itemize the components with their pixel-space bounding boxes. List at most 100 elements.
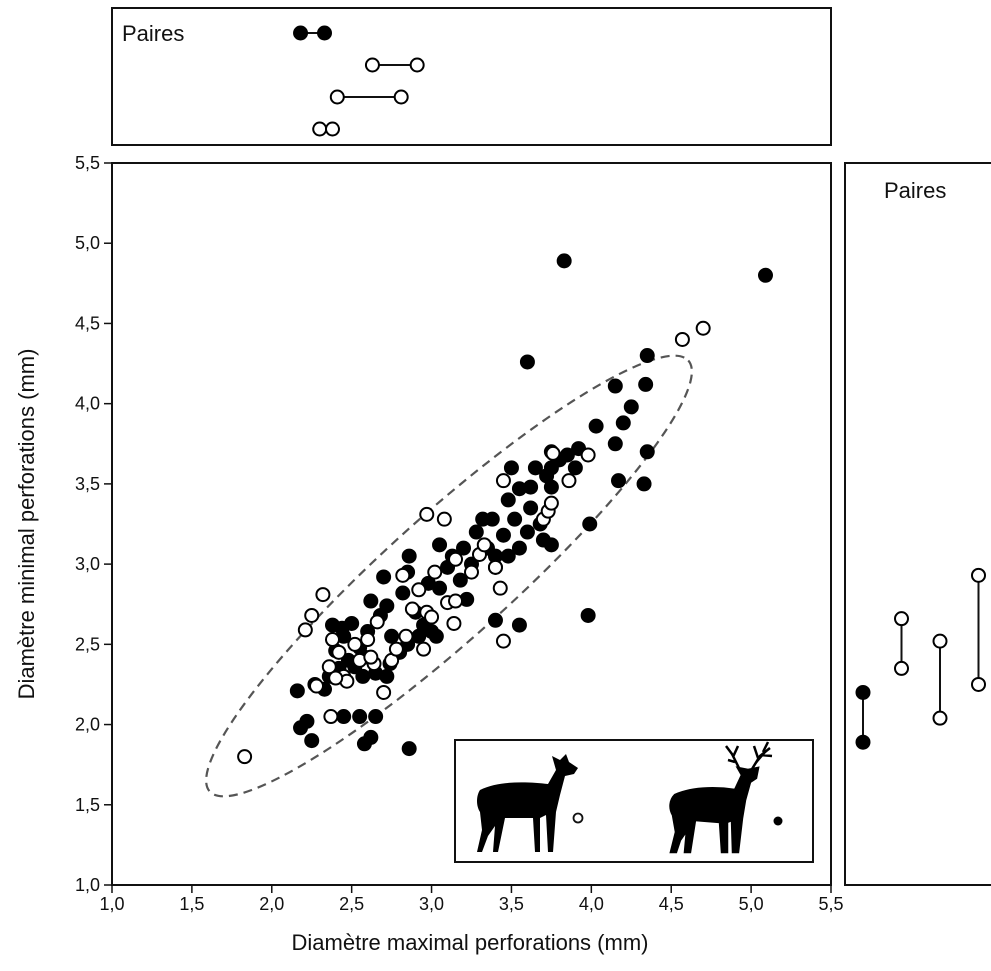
right-panel-title: Paires — [884, 178, 946, 203]
pair-point — [894, 611, 909, 627]
scatter-point — [561, 473, 577, 489]
scatter-point — [436, 511, 452, 527]
scatter-point — [543, 495, 559, 511]
legend — [454, 739, 814, 863]
scatter-point — [487, 612, 503, 628]
scatter-point — [607, 436, 623, 452]
scatter-point — [500, 492, 516, 508]
y-tick-label: 1,5 — [75, 795, 100, 815]
scatter-point — [368, 709, 384, 725]
pair-point — [932, 633, 948, 649]
y-tick-label: 5,5 — [75, 153, 100, 173]
scatter-point — [511, 617, 527, 633]
scatter-point — [424, 609, 440, 625]
y-tick-label: 1,0 — [75, 875, 100, 895]
scatter-point — [419, 506, 435, 522]
pair-point — [855, 684, 871, 700]
pair-point — [393, 89, 409, 105]
pair-point — [409, 57, 425, 73]
x-tick-label: 3,5 — [499, 894, 524, 914]
scatter-point — [376, 684, 392, 700]
scatter-point — [336, 709, 352, 725]
scatter-point — [363, 593, 379, 609]
scatter-point — [363, 649, 379, 665]
pair-point — [894, 660, 909, 676]
legend-filled-marker — [773, 816, 783, 826]
scatter-point — [639, 348, 655, 364]
scatter-point — [543, 479, 559, 495]
scatter-point — [610, 473, 626, 489]
scatter-point — [475, 511, 491, 527]
scatter-point — [559, 447, 575, 463]
scatter-point — [511, 481, 527, 497]
x-tick-label: 5,0 — [739, 894, 764, 914]
x-tick-label: 2,0 — [259, 894, 284, 914]
scatter-point — [580, 607, 596, 623]
scatter-point — [567, 460, 583, 476]
scatter-point — [428, 628, 444, 644]
pair-point — [312, 121, 328, 137]
scatter-point — [636, 476, 652, 492]
scatter-point — [452, 572, 468, 588]
scatter-point — [623, 399, 639, 415]
legend-open-marker — [572, 812, 584, 824]
scatter-point — [495, 473, 511, 489]
scatter-point — [304, 733, 320, 749]
scatter-point — [468, 524, 484, 540]
scatter-point — [411, 628, 427, 644]
scatter-point — [448, 551, 464, 567]
scatter-point — [411, 582, 427, 598]
scatter-point — [446, 615, 462, 631]
scatter-point — [395, 585, 411, 601]
scatter-point — [355, 668, 371, 684]
main-plot-frame — [111, 162, 832, 886]
pair-point — [932, 710, 948, 726]
scatter-point — [638, 376, 654, 392]
pair-point — [317, 25, 333, 41]
scatter-point — [352, 709, 368, 725]
scatter-point — [674, 331, 690, 347]
scatter-point — [695, 320, 711, 336]
scatter-point — [519, 524, 535, 540]
scatter-point — [580, 447, 596, 463]
scatter-point — [347, 636, 363, 652]
y-tick-label: 2,0 — [75, 715, 100, 735]
scatter-point — [321, 659, 337, 675]
scatter-point — [519, 354, 535, 370]
scatter-point — [323, 709, 339, 725]
scatter-point — [487, 559, 503, 575]
y-tick-label: 4,0 — [75, 394, 100, 414]
scatter-point — [315, 587, 331, 603]
stag-silhouette — [669, 741, 773, 854]
scatter-point — [545, 445, 561, 461]
scatter-point — [388, 641, 404, 657]
pair-point — [971, 567, 986, 583]
pair-point — [855, 734, 871, 750]
scatter-point — [527, 460, 543, 476]
scatter-point — [328, 670, 344, 686]
scatter-point — [395, 567, 411, 583]
scatter-point — [384, 628, 400, 644]
scatter-point — [416, 641, 432, 657]
scatter-point — [401, 741, 417, 757]
scatter-point — [401, 548, 417, 564]
x-tick-label: 2,5 — [339, 894, 364, 914]
scatter-point — [476, 537, 492, 553]
scatter-point — [543, 460, 559, 476]
scatter-point — [309, 678, 325, 694]
scatter-point — [237, 749, 253, 765]
scatter-point — [588, 418, 604, 434]
y-axis-label: Diamètre minimal perforations (mm) — [14, 349, 39, 700]
scatter-point — [448, 593, 464, 609]
scatter-point — [507, 511, 523, 527]
scatter-point — [556, 253, 572, 269]
scatter-point — [495, 527, 511, 543]
y-tick-label: 3,5 — [75, 474, 100, 494]
x-tick-label: 3,0 — [419, 894, 444, 914]
scatter-point — [299, 713, 315, 729]
pair-point — [329, 89, 345, 105]
scatter-point — [582, 516, 598, 532]
scatter-point — [324, 632, 340, 648]
